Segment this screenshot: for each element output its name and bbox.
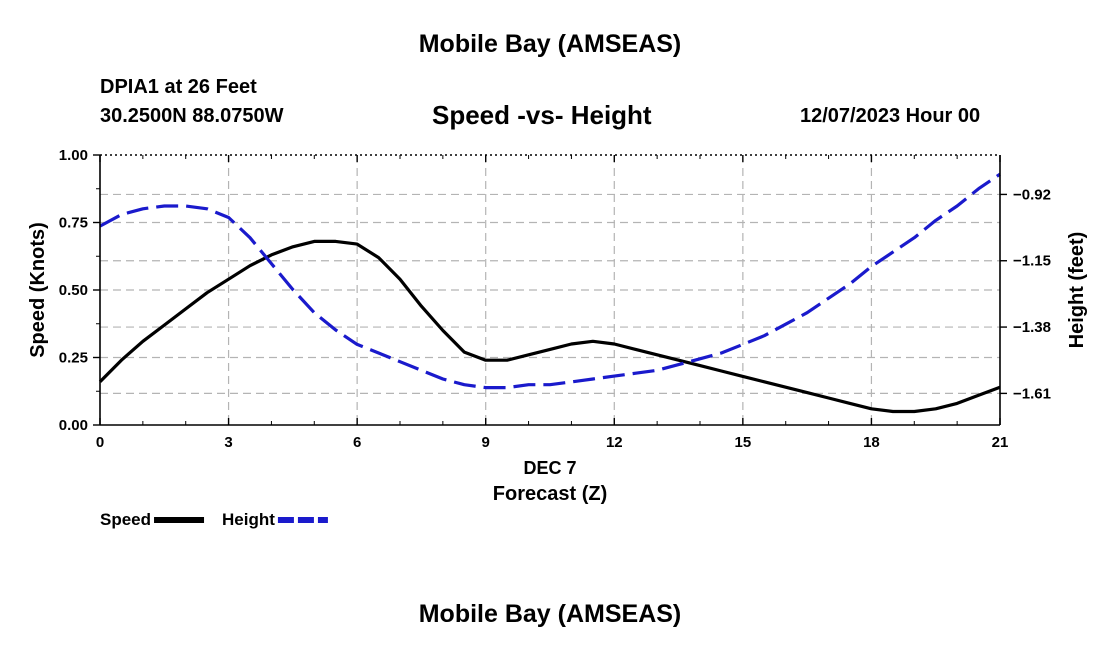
y2-tick-label: −1.61 <box>1013 385 1051 402</box>
series-line-speed <box>98 239 1001 414</box>
legend-label-speed: Speed <box>100 510 151 529</box>
y2-axis-label: Height (feet) <box>1066 232 1088 349</box>
x-tick-label: 9 <box>482 434 490 451</box>
legend-label-height: Height <box>222 510 275 529</box>
y-axis-label: Speed (Knots) <box>27 222 49 358</box>
x-tick-label: 21 <box>992 434 1009 451</box>
x-tick-label: 15 <box>735 434 752 451</box>
x-axis-sublabel: DEC 7 <box>523 458 576 478</box>
x-tick-label: 3 <box>224 434 232 451</box>
y2-tick-label: −1.38 <box>1013 319 1051 336</box>
series-line-height <box>99 172 1001 390</box>
station-coordinates: 30.2500N 88.0750W <box>100 105 284 127</box>
y-tick-label: 0.50 <box>59 282 88 299</box>
forecast-datetime: 12/07/2023 Hour 00 <box>800 105 981 127</box>
x-tick-label: 0 <box>96 434 104 451</box>
x-tick-label: 18 <box>863 434 880 451</box>
x-axis-label: Forecast (Z) <box>493 483 607 505</box>
x-tick-label: 12 <box>606 434 623 451</box>
y2-tick-label: −1.15 <box>1013 253 1051 270</box>
chart-title: Speed -vs- Height <box>432 100 652 130</box>
x-tick-label: 6 <box>353 434 361 451</box>
station-label: DPIA1 at 26 Feet <box>100 76 257 98</box>
y2-tick-label: −0.92 <box>1013 186 1051 203</box>
page-title: Mobile Bay (AMSEAS) <box>418 30 682 58</box>
y-tick-label: 0.25 <box>59 350 88 367</box>
y-tick-label: 1.00 <box>59 147 88 164</box>
second-chart-title: Mobile Bay (AMSEAS) <box>418 600 682 628</box>
y-tick-label: 0.75 <box>59 215 88 232</box>
y-tick-label: 0.00 <box>59 417 88 434</box>
